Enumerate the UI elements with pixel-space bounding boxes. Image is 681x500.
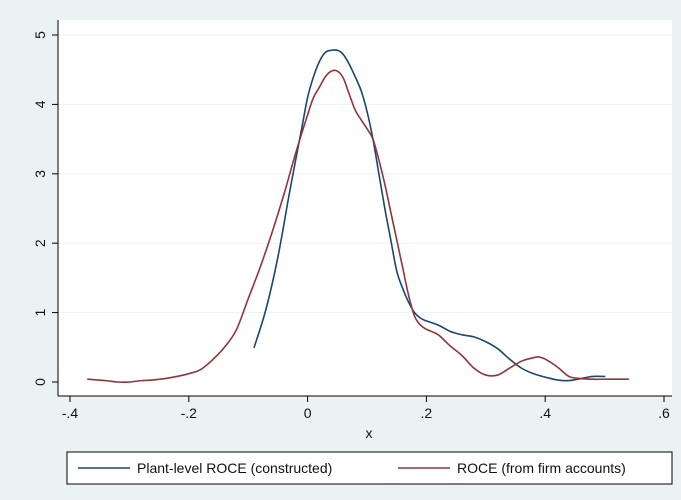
y-tick-label-1: 1 (32, 308, 48, 316)
x-axis-title: x (366, 425, 373, 441)
legend: Plant-level ROCE (constructed) ROCE (fro… (66, 451, 673, 485)
y-ticks: 0 1 2 3 4 5 (32, 31, 58, 386)
series-line-0 (253, 49, 606, 382)
y-tick-label-5: 5 (32, 31, 48, 39)
legend-label-firm-accounts: ROCE (from firm accounts) (457, 460, 626, 476)
x-tick-label-0: -.4 (62, 405, 79, 421)
x-tick-label-4: .4 (539, 405, 551, 421)
gridlines (58, 34, 672, 314)
x-ticks: -.4 -.2 0 .2 .4 .6 (62, 396, 670, 421)
legend-box (66, 451, 673, 485)
y-tick-label-3: 3 (32, 170, 48, 178)
axes (57, 20, 672, 397)
series-line-1 (87, 69, 630, 383)
series-layer (87, 49, 630, 383)
y-tick-label-2: 2 (32, 239, 48, 247)
legend-label-plant-level: Plant-level ROCE (constructed) (137, 460, 332, 476)
plot-area (58, 20, 672, 396)
x-tick-label-3: .2 (421, 405, 433, 421)
x-tick-label-5: .6 (658, 405, 670, 421)
y-tick-label-4: 4 (32, 100, 48, 108)
y-tick-label-0: 0 (32, 378, 48, 386)
x-tick-label-1: -.2 (181, 405, 198, 421)
x-tick-label-2: 0 (304, 405, 312, 421)
